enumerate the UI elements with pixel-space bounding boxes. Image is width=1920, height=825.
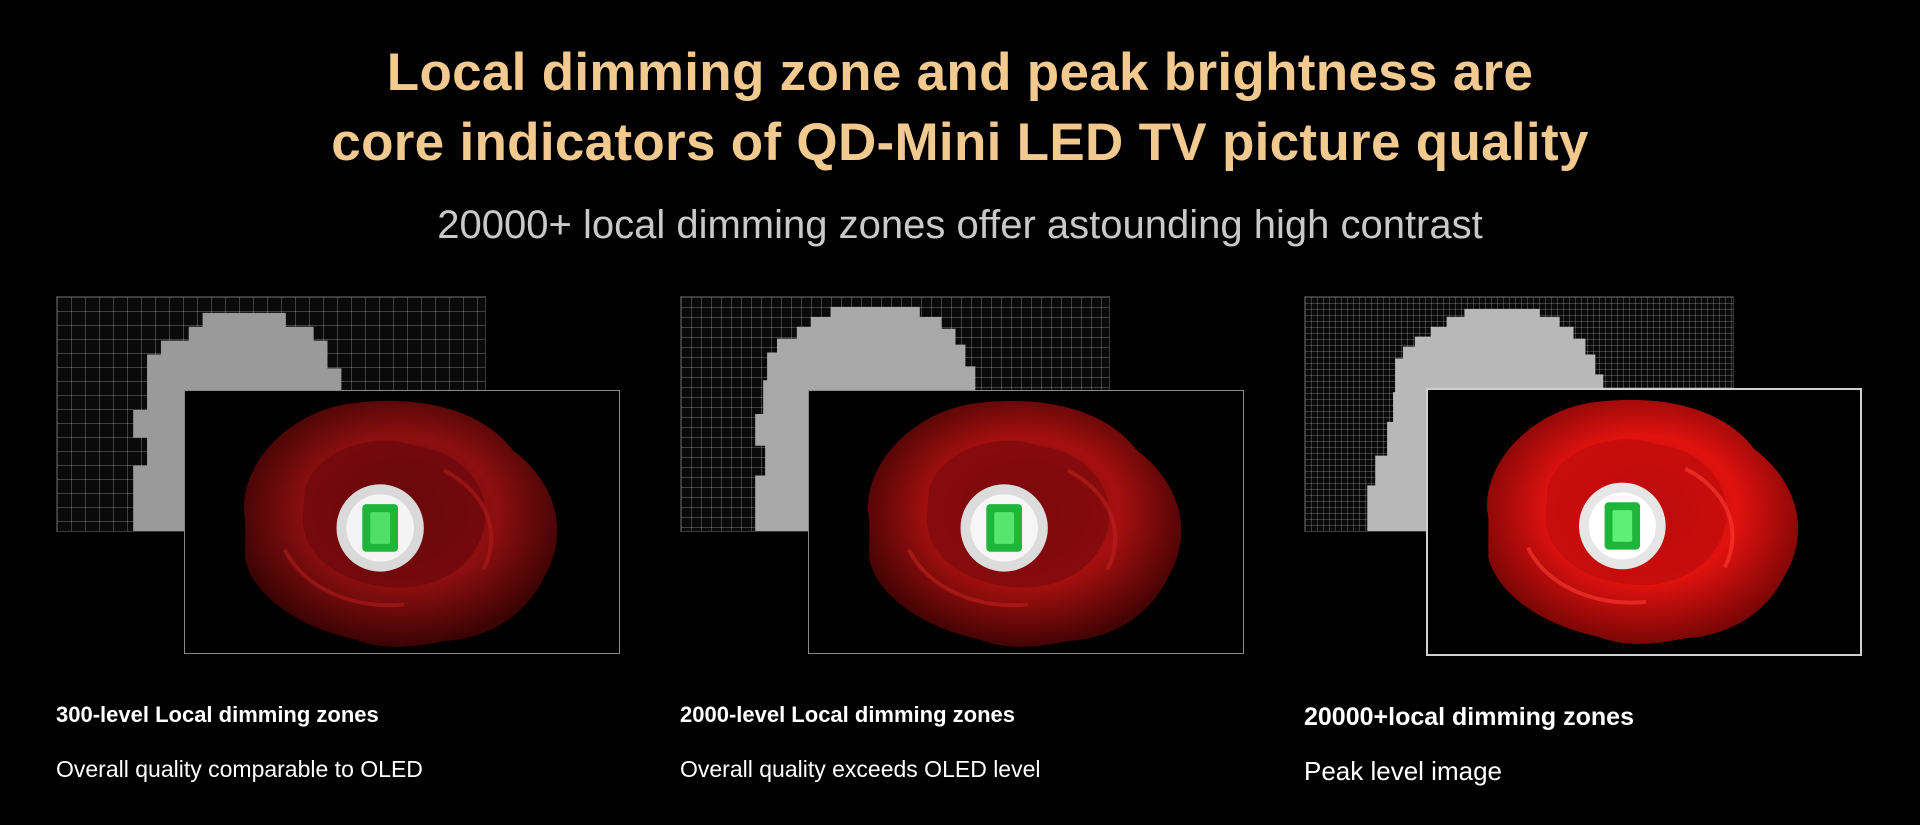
rose-display-image [808,390,1244,654]
rose-illustration [243,400,558,647]
panel-2000-zones [680,296,1260,656]
panel-1-title: 300-level Local dimming zones [56,702,379,727]
panel-3-title: 20000+local dimming zones [1304,703,1634,731]
headline-line-1: Local dimming zone and peak brightness a… [386,43,1534,102]
rose-illustration [867,400,1182,647]
rose-display-image [1426,388,1862,656]
panel-2-description: Overall quality exceeds OLED level [680,756,1041,782]
panel-3-description: Peak level image [1304,756,1502,786]
subheadline: 20000+ local dimming zones offer astound… [437,203,1483,247]
panel-2-title: 2000-level Local dimming zones [680,702,1016,727]
headline-line-2: core indicators of QD-Mini LED TV pictur… [331,113,1589,172]
rose-illustration [1487,399,1799,644]
panel-1-description: Overall quality comparable to OLED [56,756,423,782]
panel-20000-zones [1304,296,1884,656]
headline: Local dimming zone and peak brightness a… [0,38,1920,178]
panel-300-zones [56,296,636,656]
rose-display-image [184,390,620,654]
